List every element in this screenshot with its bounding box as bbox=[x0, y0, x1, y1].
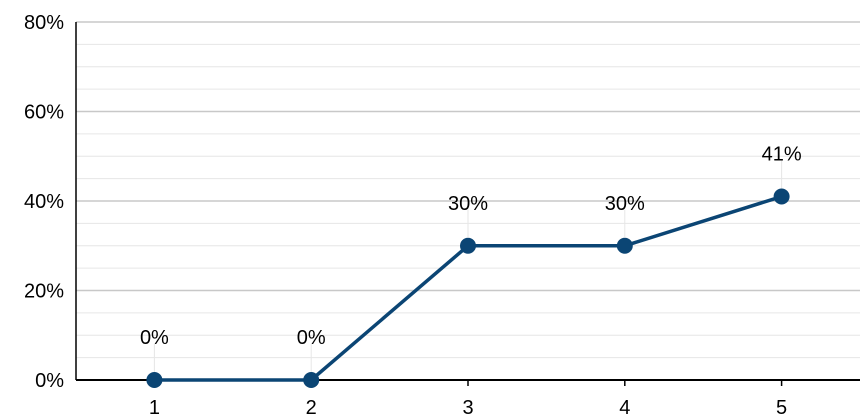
x-tick-label: 3 bbox=[462, 397, 473, 418]
data-point bbox=[303, 372, 320, 388]
x-tick-label: 1 bbox=[149, 397, 160, 418]
x-tick-label: 2 bbox=[306, 397, 317, 418]
y-tick-label: 20% bbox=[24, 281, 64, 303]
x-tick-label: 5 bbox=[776, 397, 787, 418]
x-tick-label: 4 bbox=[619, 397, 630, 418]
y-tick-label: 0% bbox=[35, 370, 64, 392]
data-point bbox=[773, 188, 790, 205]
data-labels: 0% 0% 30% 30% 41% bbox=[140, 144, 802, 372]
data-point bbox=[616, 237, 633, 254]
y-tick-label: 60% bbox=[24, 102, 64, 124]
data-point bbox=[460, 237, 476, 254]
series bbox=[146, 188, 790, 388]
data-label: 30% bbox=[448, 193, 488, 215]
y-tick-label: 40% bbox=[24, 191, 64, 213]
data-label: 30% bbox=[605, 193, 645, 215]
data-point bbox=[146, 372, 163, 388]
axes: 0% 20% 40% 60% 80% 1 2 3 4 5 bbox=[24, 12, 860, 418]
y-tick-label: 80% bbox=[24, 12, 64, 34]
data-label: 41% bbox=[762, 144, 802, 166]
data-label: 0% bbox=[140, 327, 169, 349]
data-label: 0% bbox=[297, 327, 326, 349]
grid bbox=[76, 21, 860, 359]
